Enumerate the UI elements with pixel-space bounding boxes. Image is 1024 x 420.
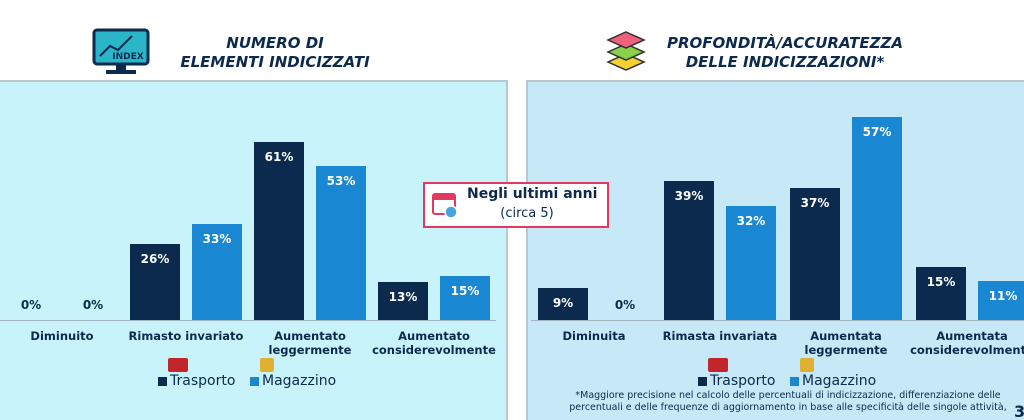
value-label: 33% — [202, 231, 232, 246]
value-label: 0% — [614, 298, 636, 312]
calendar-icon — [432, 193, 458, 219]
chart-title: NUMERO DI ELEMENTI INDICIZZATI — [180, 34, 370, 71]
callout-subtitle: (circa 5) — [500, 206, 554, 221]
value-label: 57% — [862, 124, 892, 139]
legend-swatch — [698, 377, 707, 386]
value-label: 15% — [926, 274, 956, 289]
legend-swatch — [790, 377, 799, 386]
x-tick-label: Aumentato considerevolmente — [372, 329, 496, 357]
value-label: 53% — [326, 173, 356, 188]
bar — [130, 244, 180, 320]
x-tick-label: Diminuita — [562, 329, 626, 343]
legend-swatch — [158, 377, 167, 386]
x-tick-label: Aumentata leggermente — [804, 329, 888, 357]
value-label: 9% — [552, 295, 574, 310]
layers-icon — [606, 31, 646, 71]
legend-swatch — [250, 377, 259, 386]
index-icon: INDEX — [92, 28, 150, 74]
warehouse-icon — [800, 358, 814, 372]
value-label: 13% — [388, 290, 418, 305]
truck-icon — [168, 358, 188, 372]
legend-label: Magazzino — [262, 373, 337, 389]
bar — [978, 280, 1024, 320]
bar — [916, 266, 966, 320]
x-tick-label: Aumentato leggermente — [268, 329, 352, 357]
bar — [378, 282, 428, 320]
value-label: 0% — [20, 298, 42, 312]
truck-icon — [708, 358, 728, 372]
value-label: 32% — [736, 213, 766, 228]
baseline — [0, 320, 496, 321]
bar — [664, 180, 714, 320]
value-label: 61% — [264, 150, 294, 165]
value-label: 37% — [800, 196, 830, 211]
chart-title: PROFONDITÀ/ACCURATEZZA DELLE INDICIZZAZI… — [667, 34, 903, 71]
callout-title: Negli ultimi anni — [467, 186, 598, 202]
page-number: 3 — [1014, 402, 1024, 420]
x-tick-label: Diminuito — [30, 329, 94, 343]
bar — [440, 276, 490, 320]
warehouse-icon — [260, 358, 274, 372]
baseline — [531, 320, 1024, 321]
bar — [538, 287, 588, 320]
svg-text:INDEX: INDEX — [112, 52, 143, 62]
bar — [254, 142, 304, 320]
bar — [726, 205, 776, 320]
footnote: *Maggiore precisione nel calcolo delle p… — [569, 390, 1007, 420]
bar — [192, 223, 242, 320]
value-label: 0% — [82, 298, 104, 312]
bar — [852, 116, 902, 320]
bar — [316, 165, 366, 320]
bar — [790, 188, 840, 320]
legend-label: Magazzino — [802, 373, 877, 389]
legend-label: Trasporto — [170, 373, 236, 389]
x-tick-label: Rimasto invariato — [128, 329, 244, 343]
value-label: 39% — [674, 188, 704, 203]
value-label: 11% — [988, 288, 1018, 303]
x-tick-label: Rimasta invariata — [662, 329, 778, 343]
value-label: 26% — [140, 252, 170, 267]
value-label: 15% — [450, 284, 480, 299]
x-tick-label: Aumentata considerevolmente — [910, 329, 1024, 357]
callout: Negli ultimi anni (circa 5) — [423, 182, 609, 228]
legend-label: Trasporto — [710, 373, 776, 389]
